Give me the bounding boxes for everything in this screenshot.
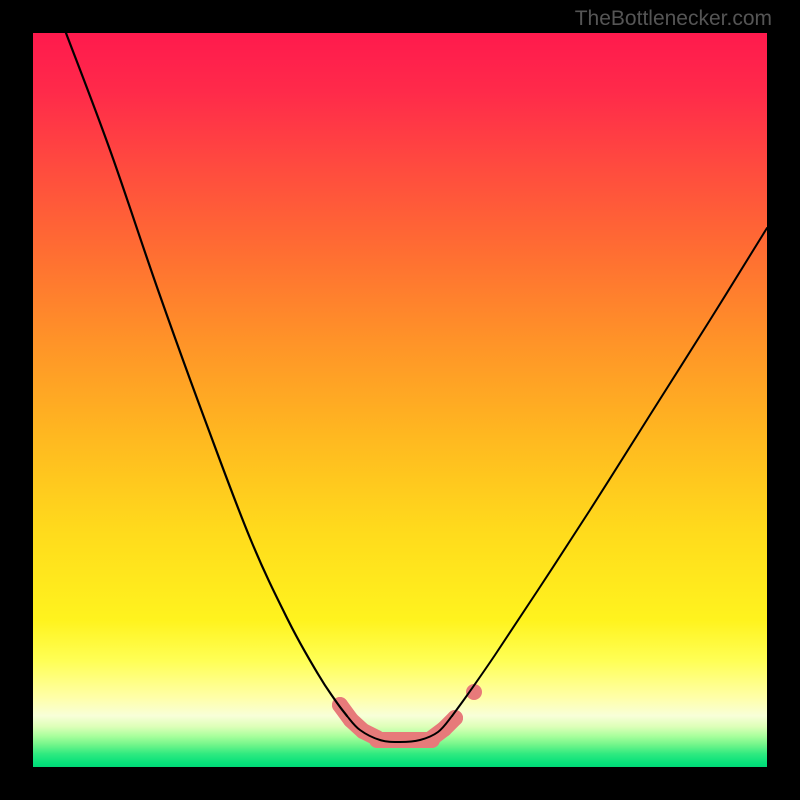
chart-stage: TheBottlenecker.com bbox=[0, 0, 800, 800]
watermark-text: TheBottlenecker.com bbox=[575, 7, 772, 31]
plot-gradient-area bbox=[33, 33, 767, 767]
